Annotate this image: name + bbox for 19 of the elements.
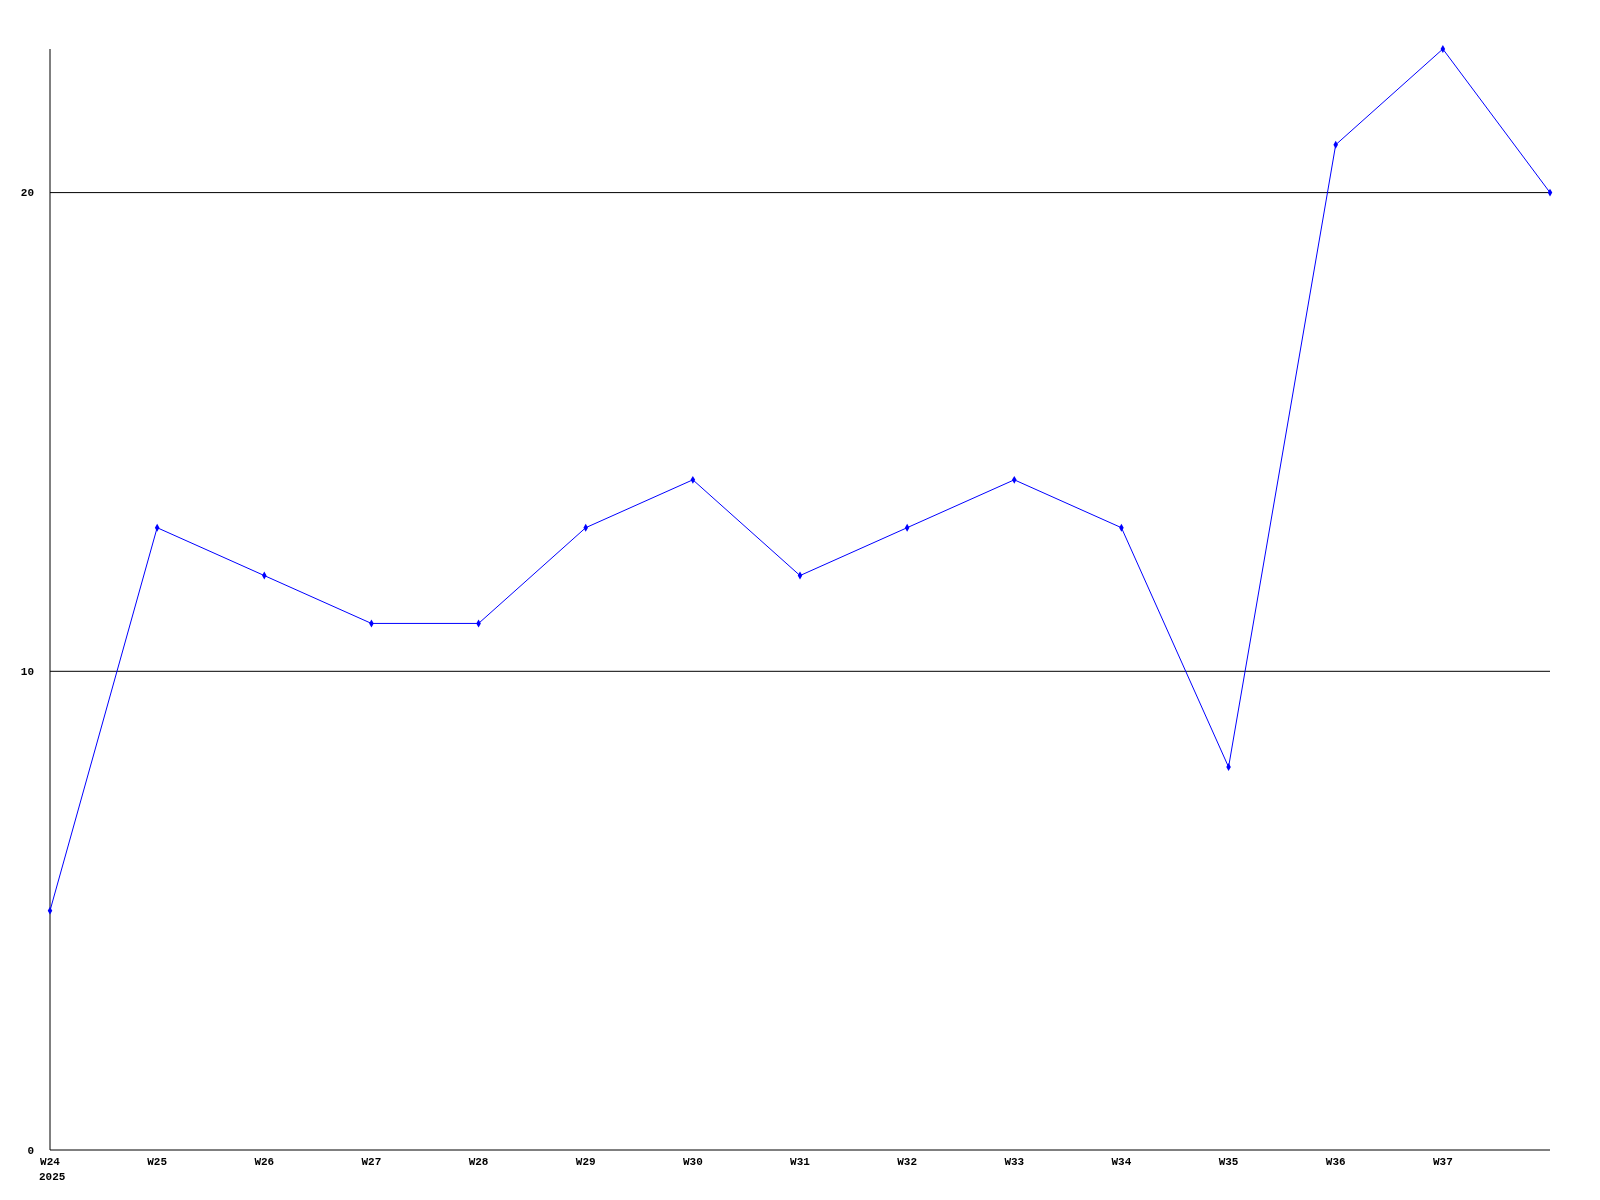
x-tick-label: W34 [1111, 1156, 1132, 1168]
x-tick-label: W30 [682, 1156, 703, 1168]
y-tick-label: 10 [20, 666, 34, 679]
x-tick-label: W29 [575, 1156, 596, 1168]
x-tick-label: W26 [254, 1156, 275, 1168]
x-tick-label: W24 [40, 1156, 61, 1168]
x-tick-label: W28 [468, 1156, 489, 1168]
x-tick-label: W33 [1004, 1156, 1025, 1168]
y-tick-label: 0 [27, 1144, 34, 1157]
x-tick-label: W27 [361, 1156, 382, 1168]
text: 2025 [39, 1171, 66, 1183]
y-tick-label: 20 [20, 187, 34, 200]
x-tick-label: W35 [1218, 1156, 1239, 1168]
x-tick-label: W36 [1325, 1156, 1346, 1168]
x-tick-label: W31 [790, 1156, 811, 1168]
x-tick-label: W25 [147, 1156, 168, 1168]
x-tick-label: W32 [897, 1156, 918, 1168]
point [1440, 45, 1446, 53]
x-tick-label: W37 [1432, 1156, 1453, 1168]
